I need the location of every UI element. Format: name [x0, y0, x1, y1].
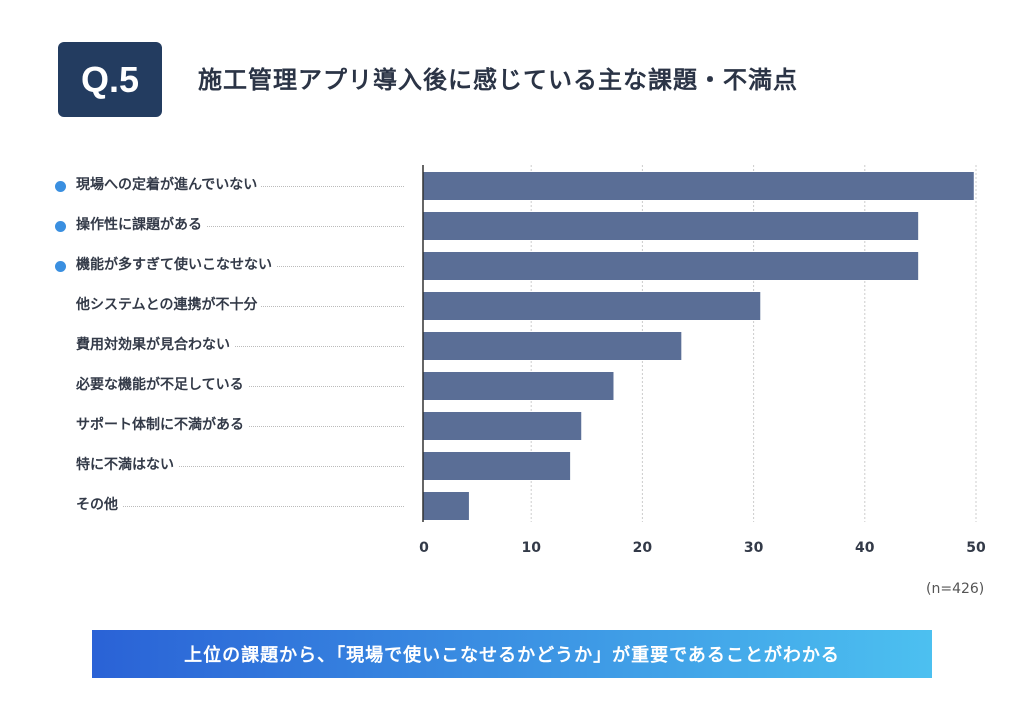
x-tick-label: 50 [966, 540, 986, 556]
sample-size-note: (n=426) [926, 581, 985, 597]
bar [423, 252, 919, 280]
bar [423, 212, 919, 240]
x-tick-label: 30 [744, 540, 764, 556]
leader-line [76, 226, 404, 227]
x-tick-label: 10 [521, 540, 541, 556]
x-tick-label: 40 [855, 540, 875, 556]
highlight-dot-icon [55, 221, 66, 232]
category-label: 必要な機能が不足している [76, 376, 248, 394]
x-tick-label: 20 [633, 540, 653, 556]
highlight-dot-icon [55, 261, 66, 272]
category-label: 他システムとの連携が不十分 [76, 296, 262, 314]
question-badge: Q.5 [58, 42, 162, 117]
category-label: 費用対効果が見合わない [76, 336, 234, 354]
category-label: その他 [76, 496, 122, 514]
bar [423, 452, 571, 480]
category-label: 操作性に課題がある [76, 216, 206, 234]
category-label: 機能が多すぎて使いこなせない [76, 256, 276, 274]
conclusion-banner: 上位の課題から、「現場で使いこなせるかどうか」が重要であることがわかる [92, 630, 932, 678]
bar [423, 292, 761, 320]
chart-title: 施工管理アプリ導入後に感じている主な課題・不満点 [198, 66, 798, 94]
leader-line [76, 506, 404, 507]
highlight-dot-icon [55, 181, 66, 192]
bar [423, 492, 469, 520]
category-label: サポート体制に不満がある [76, 416, 248, 434]
leader-line [76, 466, 404, 467]
x-tick-label: 0 [419, 540, 429, 556]
bar [423, 332, 682, 360]
category-label: 特に不満はない [76, 456, 178, 474]
leader-line [76, 346, 404, 347]
bar [423, 412, 582, 440]
bar [423, 172, 974, 200]
bar [423, 372, 614, 400]
category-label: 現場への定着が進んでいない [76, 176, 262, 194]
